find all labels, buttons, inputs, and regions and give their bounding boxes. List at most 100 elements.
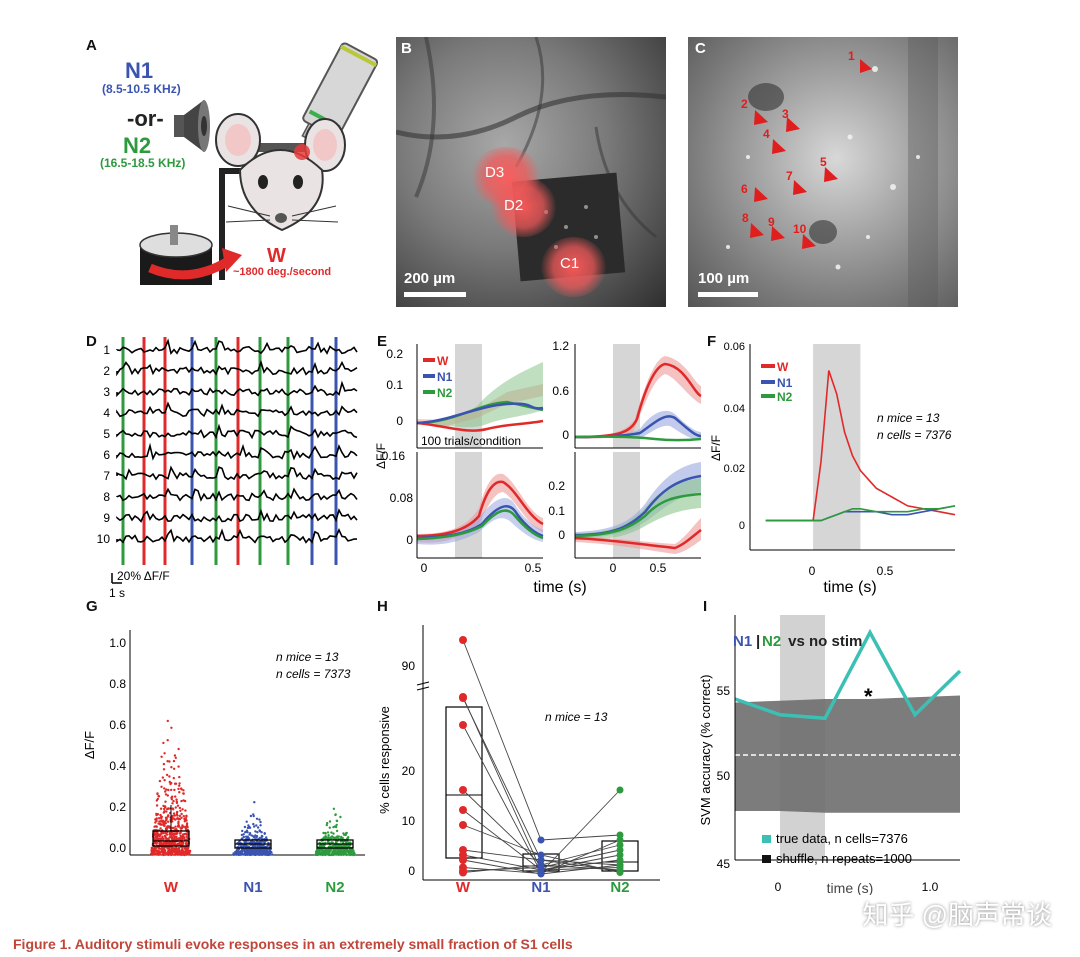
n2-range: (16.5-18.5 KHz) [100, 156, 186, 170]
d-row-label: 5 [103, 427, 110, 441]
h-paired-line [462, 639, 621, 841]
g-point [177, 765, 180, 768]
h-point-n1 [537, 856, 545, 864]
g-point [182, 815, 185, 818]
g-point [328, 849, 331, 853]
g-point [172, 837, 175, 840]
g-point [177, 847, 181, 850]
g-point [330, 841, 333, 844]
g-point [162, 768, 166, 771]
d-trace [116, 423, 358, 440]
g-ytick-1: 0.8 [109, 677, 126, 691]
panel-label-h: H [377, 598, 388, 615]
g-point [181, 836, 184, 839]
g-point [245, 852, 248, 855]
g-point [240, 833, 244, 837]
g-point [180, 799, 183, 803]
d-trace [116, 380, 358, 398]
g-point [327, 834, 330, 837]
g-point [180, 842, 184, 845]
g-point [341, 837, 344, 840]
g-point [179, 853, 183, 856]
g-point [159, 823, 163, 826]
g-point [328, 826, 331, 829]
h-point-n2 [616, 861, 624, 869]
g-point [263, 841, 266, 844]
g-point [232, 852, 235, 855]
g-point [173, 833, 177, 836]
g-point [264, 851, 268, 854]
g-point [184, 842, 187, 845]
g-point [242, 844, 246, 847]
i-title-sep: | [756, 633, 760, 650]
g-point [159, 813, 162, 817]
g-point [164, 800, 167, 803]
f-stim-window [813, 344, 861, 550]
g-point [162, 811, 165, 814]
f-xtick-0: 0 [809, 564, 816, 578]
g-point [167, 825, 170, 828]
g-point [178, 782, 181, 785]
g-point [163, 805, 167, 808]
g-point [348, 849, 351, 853]
g-point [183, 836, 186, 839]
g-point [183, 853, 186, 857]
d-trace [116, 487, 358, 502]
g-point [258, 852, 261, 855]
panel-f-chart: W N1 N2 n mice = 13 n cells = 7376 0.06 … [709, 341, 956, 596]
g-point [159, 807, 163, 810]
g-ylabel: ΔF/F [82, 731, 97, 759]
g-point [180, 812, 183, 816]
h-box-w [445, 706, 483, 859]
panel-label-g: G [86, 598, 98, 615]
g-point [335, 829, 339, 833]
g-point [171, 826, 174, 830]
g-point [162, 832, 165, 835]
g-point [242, 849, 246, 852]
g-point [160, 755, 163, 758]
g-point [256, 826, 260, 829]
panel-label-b: B [401, 40, 412, 57]
f-xlabel: time (s) [823, 579, 876, 596]
g-point [185, 819, 188, 822]
h-point-n2 [616, 846, 624, 854]
g-point [258, 840, 262, 843]
g-point [335, 823, 338, 827]
f-legend-w: W [777, 360, 789, 374]
g-point [318, 851, 321, 855]
watermark: 知乎 @脑声常谈 [862, 900, 1052, 930]
g-point [150, 846, 153, 850]
g-point [155, 842, 158, 845]
panel-label-d: D [86, 333, 97, 350]
g-point [161, 776, 165, 779]
g-point [157, 795, 160, 798]
i-significance-star: * [864, 684, 873, 709]
d-row-label: 4 [103, 406, 110, 420]
g-point [174, 795, 177, 798]
g-point [251, 851, 254, 854]
g-point [330, 831, 333, 834]
g-point [339, 840, 342, 843]
g-point [173, 814, 176, 817]
h-ytick-1: 20 [402, 764, 416, 778]
g-point [158, 842, 161, 845]
g-point [178, 814, 181, 818]
g-point [166, 739, 169, 742]
g-point [252, 814, 255, 818]
i-legend-shuffle: shuffle, n repeats=1000 [776, 851, 912, 866]
g-point [157, 822, 160, 825]
panel-label-i: I [703, 598, 708, 615]
g-point [166, 807, 169, 811]
panel-label-e: E [377, 333, 388, 350]
g-point [258, 845, 262, 848]
g-point [156, 792, 159, 795]
h-ylabel: % cells responsive [377, 706, 392, 814]
f-ytick-2: 0.02 [724, 463, 745, 475]
g-point [260, 831, 263, 834]
g-point [164, 790, 167, 793]
g-point [334, 850, 337, 853]
e4-ytick-0: 0.2 [548, 479, 565, 493]
g-point [164, 849, 167, 852]
g-point [265, 836, 268, 839]
g-point [324, 831, 327, 835]
